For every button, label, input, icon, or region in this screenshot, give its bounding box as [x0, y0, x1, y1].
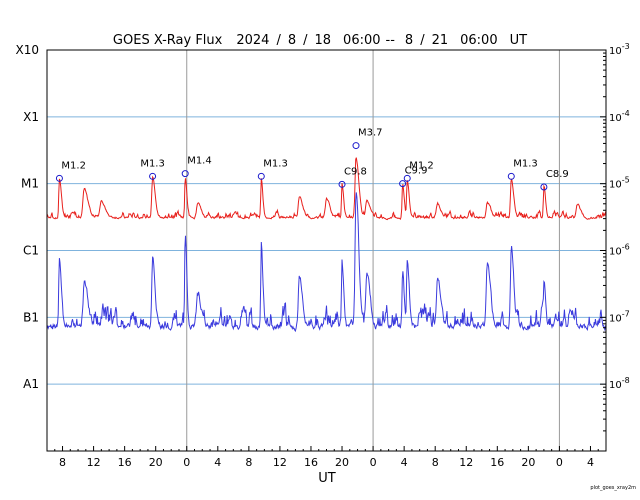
- left-axis-label: A1: [23, 377, 39, 391]
- x-tick-label: 12: [273, 456, 287, 469]
- title-start-day: 18: [315, 33, 332, 48]
- flare-marker-circle: [181, 170, 189, 178]
- flare-marker-label: M1.2: [409, 160, 434, 171]
- right-axis-label: 10-5: [609, 176, 630, 191]
- flare-marker-label: C8.9: [546, 169, 569, 180]
- x-tick-label: 16: [490, 456, 504, 469]
- x-tick-label: 0: [556, 456, 563, 469]
- flare-marker-label: M1.3: [140, 158, 165, 169]
- x-tick-label: 12: [87, 456, 101, 469]
- title-start-year: 2024: [236, 33, 269, 48]
- x-tick-label: 20: [521, 456, 535, 469]
- x-tick-label: 16: [118, 456, 132, 469]
- flux-series: [46, 157, 607, 333]
- flare-markers: M1.2 M1.3 M1.4 M1.3C9.8M3.7C9.9M1.2 M1.3C8.9: [55, 128, 569, 191]
- flare-marker-label: C9.9: [405, 166, 428, 177]
- x-tick-label: 4: [214, 456, 221, 469]
- class-gridlines: [47, 116, 606, 385]
- flare-marker-circle: [55, 174, 63, 182]
- flare-marker-circle: [352, 142, 360, 150]
- flare-marker-circle: [507, 172, 515, 180]
- title-slash-1: /: [276, 33, 281, 48]
- x-tick-label: 8: [245, 456, 252, 469]
- title-end-day: 21: [432, 33, 449, 48]
- title-slash-2: /: [303, 33, 308, 48]
- x-tick-label: 0: [370, 456, 377, 469]
- left-axis-flare-classes: X10 X1 M1 C1 B1 A1: [16, 43, 40, 391]
- right-axis-flux: 10-3 10-4 10-5 10-6 10-7 10-8: [600, 42, 630, 432]
- title-prefix: GOES X-Ray Flux: [113, 33, 223, 48]
- flare-marker-circle: [540, 183, 548, 191]
- title-end-month: 8: [405, 33, 413, 48]
- x-axis-label: UT: [318, 471, 336, 486]
- left-axis-label: X1: [23, 110, 39, 124]
- series-long-wavelength-line: [46, 157, 607, 221]
- title-slash-3: /: [420, 33, 425, 48]
- x-tick-label: 8: [432, 456, 439, 469]
- right-axis-label: 10-4: [609, 109, 630, 124]
- x-tick-label: 20: [335, 456, 349, 469]
- flare-marker-circle: [338, 180, 346, 188]
- left-axis-label: C1: [23, 244, 39, 258]
- footnote: plot_goes_xray2m: [590, 485, 636, 491]
- title-end-time: 06:00: [460, 33, 497, 48]
- left-axis-label: B1: [23, 310, 39, 324]
- x-axis: 8 12 16 20 0 4 8 12 16 20 0 4 8 12 16 20 0 4: [46, 446, 607, 469]
- flare-marker-label: M1.2: [61, 160, 86, 171]
- x-tick-label: 16: [304, 456, 318, 469]
- right-axis-label: 10-6: [609, 243, 630, 258]
- flare-marker-label: M1.3: [513, 158, 538, 169]
- flare-marker-circle: [403, 174, 411, 182]
- flare-marker-circle: [399, 180, 407, 188]
- x-tick-label: 4: [587, 456, 594, 469]
- left-axis-label: M1: [21, 177, 39, 191]
- flare-marker-circle: [149, 172, 157, 180]
- flare-marker-label: M1.3: [263, 158, 288, 169]
- flare-marker-label: C9.8: [344, 166, 367, 177]
- right-axis-label: 10-7: [609, 309, 630, 324]
- series-short-wavelength-line: [46, 192, 607, 333]
- day-boundary-lines: [186, 50, 560, 451]
- flare-marker-label: M1.4: [187, 156, 212, 167]
- left-axis-label: X10: [16, 43, 40, 57]
- flare-marker-circle: [257, 172, 265, 180]
- chart-title: GOES X-Ray Flux 2024 / 8 / 18 06:00 -- 8 / 21 06:00…: [113, 33, 527, 48]
- title-timezone: UT: [510, 33, 528, 48]
- flare-marker-label: M3.7: [358, 128, 383, 139]
- x-tick-label: 12: [459, 456, 473, 469]
- title-start-time: 06:00: [343, 33, 380, 48]
- title-start-month: 8: [288, 33, 296, 48]
- x-tick-label: 8: [59, 456, 66, 469]
- title-separator: --: [386, 33, 396, 48]
- x-tick-label: 0: [183, 456, 190, 469]
- right-axis-label: 10-8: [609, 376, 630, 391]
- x-tick-label: 20: [149, 456, 163, 469]
- x-tick-label: 4: [401, 456, 408, 469]
- right-axis-label: 10-3: [609, 42, 630, 57]
